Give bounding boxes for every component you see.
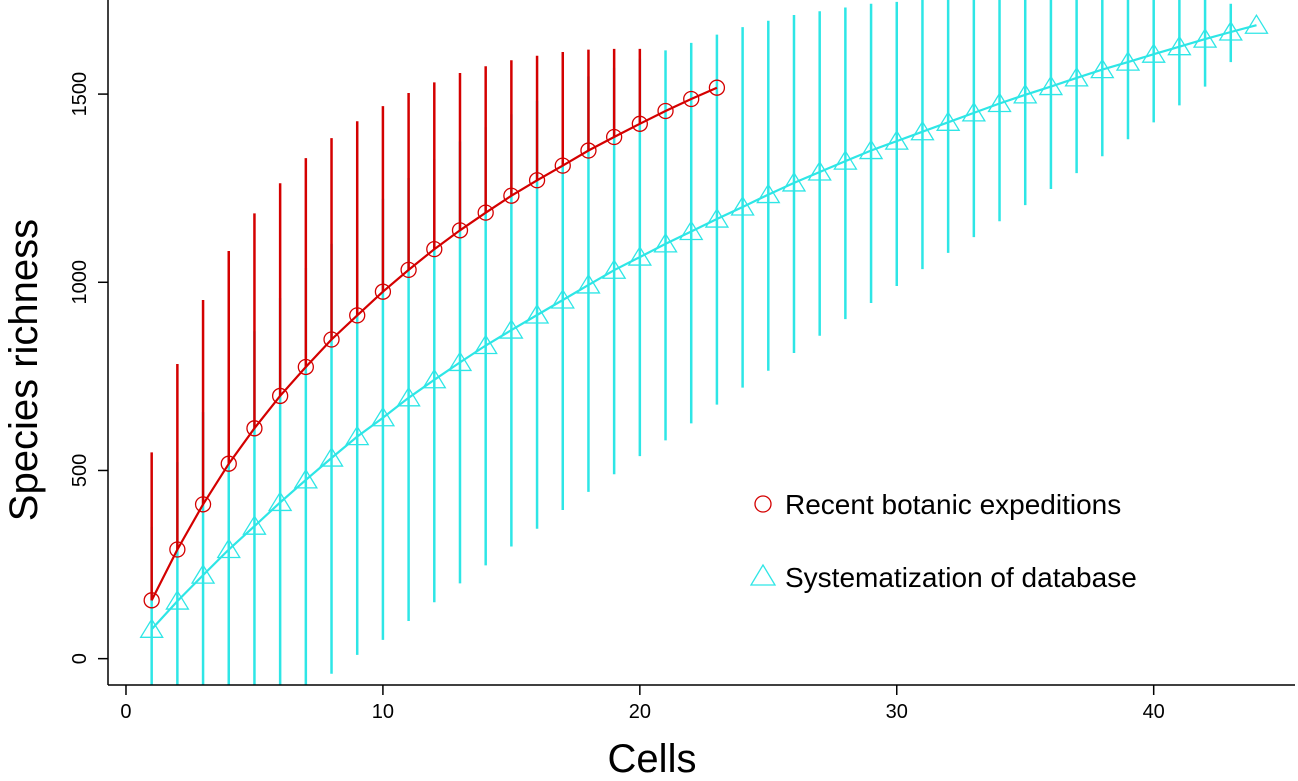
series-line [150,86,718,601]
data-point-circle [194,496,212,513]
legend-marker-circle [754,495,772,513]
data-point-triangle [884,129,909,150]
data-point-triangle [756,183,781,204]
data-point-triangle [1141,42,1166,63]
data-point-circle [426,241,443,258]
data-point-circle [708,79,726,96]
data-point-circle [683,90,700,108]
data-point-triangle [987,92,1012,113]
legend-label: Systematization of database [785,562,1137,593]
data-point-triangle [293,468,318,489]
data-point-circle [169,541,186,558]
series-line [150,24,1257,631]
series-lines [150,24,1257,631]
x-tick-label: 0 [120,701,131,723]
data-point-triangle [267,491,293,512]
data-point-triangle [1115,50,1141,71]
data-point-triangle [473,334,498,355]
data-point-triangle [1013,83,1038,104]
data-point-triangle [422,368,447,389]
data-point-triangle [576,273,601,294]
data-point-triangle [833,149,858,170]
data-point-triangle [935,111,961,131]
data-point-triangle [601,258,627,279]
y-tick-label: 1000 [69,260,91,305]
x-tick-label: 10 [372,701,394,723]
data-point-circle [477,204,494,221]
data-point-triangle [499,318,524,339]
data-point-circle [605,128,623,146]
y-tick-label: 1500 [69,72,91,117]
data-point-circle [580,142,597,159]
data-point-triangle [165,589,190,610]
data-point-circle [503,187,520,204]
y-axis-ticks: 0 500 1000 1500 [69,72,108,664]
data-point-triangle [910,120,935,141]
legend-label: Recent botanic expeditions [785,489,1121,520]
data-point-circle [143,592,160,609]
data-point-triangle [781,171,807,192]
data-point-triangle [370,406,396,427]
data-point-triangle [1192,27,1218,48]
data-point-triangle [1244,13,1269,34]
axes [107,0,1295,686]
data-point-triangle [1090,58,1115,79]
data-point-circle [220,455,237,472]
data-point-triangle [1167,35,1192,56]
data-point-circle [246,420,263,437]
y-tick-label: 500 [69,454,91,487]
data-point-circle [657,102,674,120]
legend-marker-triangle [749,563,777,586]
data-point-circle [297,358,314,376]
x-axis-ticks: 0 10 20 30 40 [120,685,1165,723]
y-axis-title: Species richness [2,219,46,521]
legend: Recent botanic expeditions Systematizatio… [749,489,1137,593]
data-point-circle [528,172,546,189]
data-point-triangle [550,288,575,309]
data-point-circle [400,261,417,279]
data-point-circle [271,387,289,405]
data-point-triangle [627,245,652,266]
data-point-triangle [1218,20,1243,41]
data-point-circle [631,115,648,132]
data-point-triangle [704,207,730,228]
data-point-circle [374,283,392,300]
data-point-triangle [345,425,370,446]
data-point-circle [323,331,340,348]
data-point-triangle [447,351,473,372]
data-point-triangle [396,386,421,407]
data-point-circle [554,157,571,174]
data-point-triangle [242,514,267,535]
data-point-triangle [807,160,832,181]
data-point-triangle [653,232,678,253]
data-point-triangle [1064,66,1089,87]
x-tick-label: 30 [886,701,908,723]
x-axis-title: Cells [608,737,697,781]
x-tick-label: 20 [629,701,651,723]
data-point-triangle [319,446,344,467]
series-markers [139,13,1269,638]
data-point-triangle [858,139,884,160]
data-point-triangle [524,303,550,324]
data-point-triangle [139,618,164,638]
x-tick-label: 40 [1143,701,1165,723]
data-point-triangle [730,195,755,216]
data-point-triangle [961,101,987,122]
data-point-triangle [1038,75,1064,96]
data-point-triangle [216,538,241,559]
data-point-circle [349,307,366,324]
data-point-triangle [190,563,216,584]
data-point-triangle [679,220,704,241]
data-point-circle [451,222,469,239]
y-tick-label: 0 [69,653,91,664]
